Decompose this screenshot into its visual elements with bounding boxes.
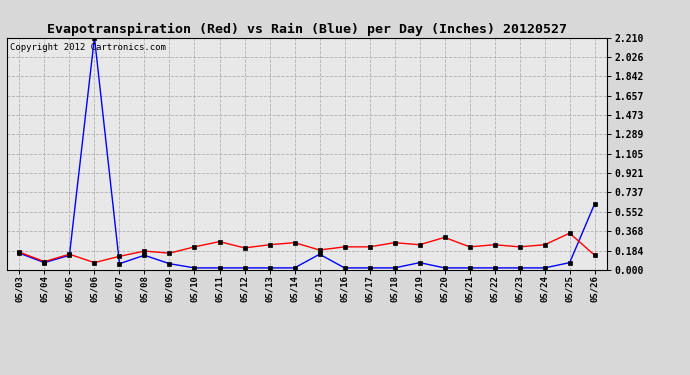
Text: Copyright 2012 Cartronics.com: Copyright 2012 Cartronics.com bbox=[10, 44, 166, 52]
Title: Evapotranspiration (Red) vs Rain (Blue) per Day (Inches) 20120527: Evapotranspiration (Red) vs Rain (Blue) … bbox=[47, 23, 567, 36]
